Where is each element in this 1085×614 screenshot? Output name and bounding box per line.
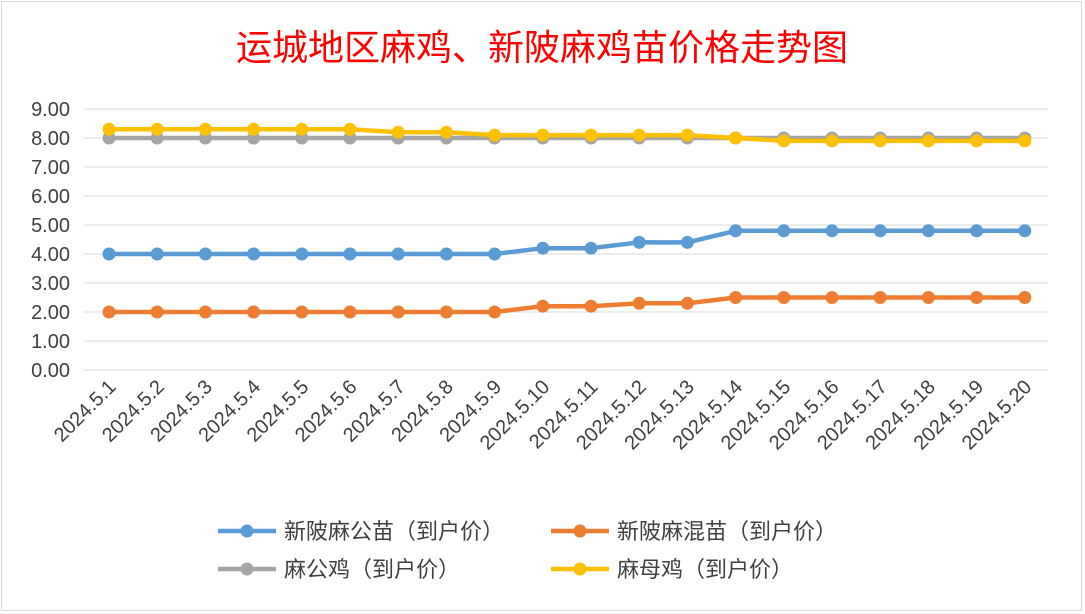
legend: 新陂麻公苗（到户价） 新陂麻混苗（到户价） 麻公鸡（到户价） 麻母鸡（到户价）: [218, 520, 837, 583]
legend-label: 麻母鸡（到户价）: [617, 558, 793, 583]
legend-label: 新陂麻混苗（到户价）: [617, 520, 837, 545]
data-point: [873, 134, 887, 148]
data-point: [198, 122, 212, 136]
data-point: [632, 235, 646, 249]
data-point: [1018, 291, 1032, 304]
data-point: [439, 247, 453, 261]
data-point: [632, 296, 646, 310]
data-point: [584, 299, 598, 313]
legend-swatch-marker: [573, 524, 587, 538]
data-point: [921, 134, 935, 148]
series-line: [109, 127, 1025, 144]
data-point: [680, 296, 694, 310]
data-point: [777, 134, 791, 148]
data-point: [536, 241, 550, 255]
series-1: [102, 291, 1032, 319]
y-tick-label: 1.00: [31, 331, 70, 353]
data-point: [150, 247, 164, 261]
data-point: [921, 291, 935, 304]
series-lines: [102, 122, 1032, 319]
y-tick-label: 4.00: [31, 244, 70, 266]
y-axis-ticks: 0.00 1.00 2.00 3.00 4.00 5.00 6.00 7.00 8.00 9.00: [31, 99, 70, 382]
legend-item: 麻公鸡（到户价）: [218, 558, 460, 583]
legend-item: 新陂麻混苗（到户价）: [551, 520, 837, 545]
data-point: [873, 224, 887, 238]
data-point: [102, 305, 116, 319]
y-tick-label: 3.00: [31, 273, 70, 295]
data-point: [970, 224, 984, 238]
y-tick-label: 7.00: [31, 157, 70, 179]
data-point: [102, 247, 116, 261]
y-tick-label: 6.00: [31, 186, 70, 208]
data-point: [729, 291, 743, 304]
data-point: [343, 247, 357, 261]
series-0: [102, 224, 1032, 261]
legend-label: 新陂麻公苗（到户价）: [284, 520, 504, 545]
chart-title: 运城地区麻鸡、新陂麻鸡苗价格走势图: [236, 28, 848, 69]
series-3: [102, 122, 1032, 148]
y-tick-label: 0.00: [31, 360, 70, 382]
data-point: [777, 291, 791, 304]
legend-item: 新陂麻公苗（到户价）: [218, 520, 504, 545]
legend-swatch-marker: [573, 562, 587, 576]
data-point: [488, 305, 502, 319]
data-point: [295, 122, 309, 136]
data-point: [921, 224, 935, 238]
y-tick-label: 5.00: [31, 215, 70, 237]
legend-label: 麻公鸡（到户价）: [284, 558, 460, 583]
data-point: [247, 122, 261, 136]
data-point: [198, 247, 212, 261]
x-axis-ticks: 2024.5.12024.5.22024.5.32024.5.42024.5.5…: [50, 376, 1036, 454]
data-point: [825, 224, 839, 238]
data-point: [343, 305, 357, 319]
data-point: [295, 247, 309, 261]
legend-item: 麻母鸡（到户价）: [551, 558, 793, 583]
data-point: [488, 128, 502, 142]
data-point: [632, 128, 646, 142]
data-point: [536, 128, 550, 142]
gridlines: [84, 108, 1048, 371]
data-point: [825, 291, 839, 304]
data-point: [1018, 224, 1032, 238]
data-point: [536, 299, 550, 313]
y-tick-label: 2.00: [31, 302, 70, 324]
data-point: [729, 224, 743, 238]
data-point: [102, 122, 116, 136]
data-point: [439, 125, 453, 139]
data-point: [777, 224, 791, 238]
data-point: [391, 125, 405, 139]
data-point: [970, 134, 984, 148]
series-line: [109, 295, 1025, 315]
data-point: [584, 128, 598, 142]
data-point: [970, 291, 984, 304]
data-point: [729, 131, 743, 145]
data-point: [488, 247, 502, 261]
y-tick-label: 9.00: [31, 99, 70, 121]
data-point: [391, 305, 405, 319]
data-point: [150, 305, 164, 319]
data-point: [343, 122, 357, 136]
data-point: [150, 122, 164, 136]
data-point: [680, 235, 694, 249]
series-line: [109, 228, 1025, 257]
data-point: [295, 305, 309, 319]
y-tick-label: 8.00: [31, 128, 70, 150]
data-point: [873, 291, 887, 304]
data-point: [825, 134, 839, 148]
data-point: [1018, 134, 1032, 148]
legend-swatch-marker: [240, 524, 254, 538]
data-point: [584, 241, 598, 255]
data-point: [680, 128, 694, 142]
data-point: [247, 305, 261, 319]
data-point: [198, 305, 212, 319]
data-point: [391, 247, 405, 261]
data-point: [247, 247, 261, 261]
data-point: [439, 305, 453, 319]
legend-swatch-marker: [240, 562, 254, 576]
